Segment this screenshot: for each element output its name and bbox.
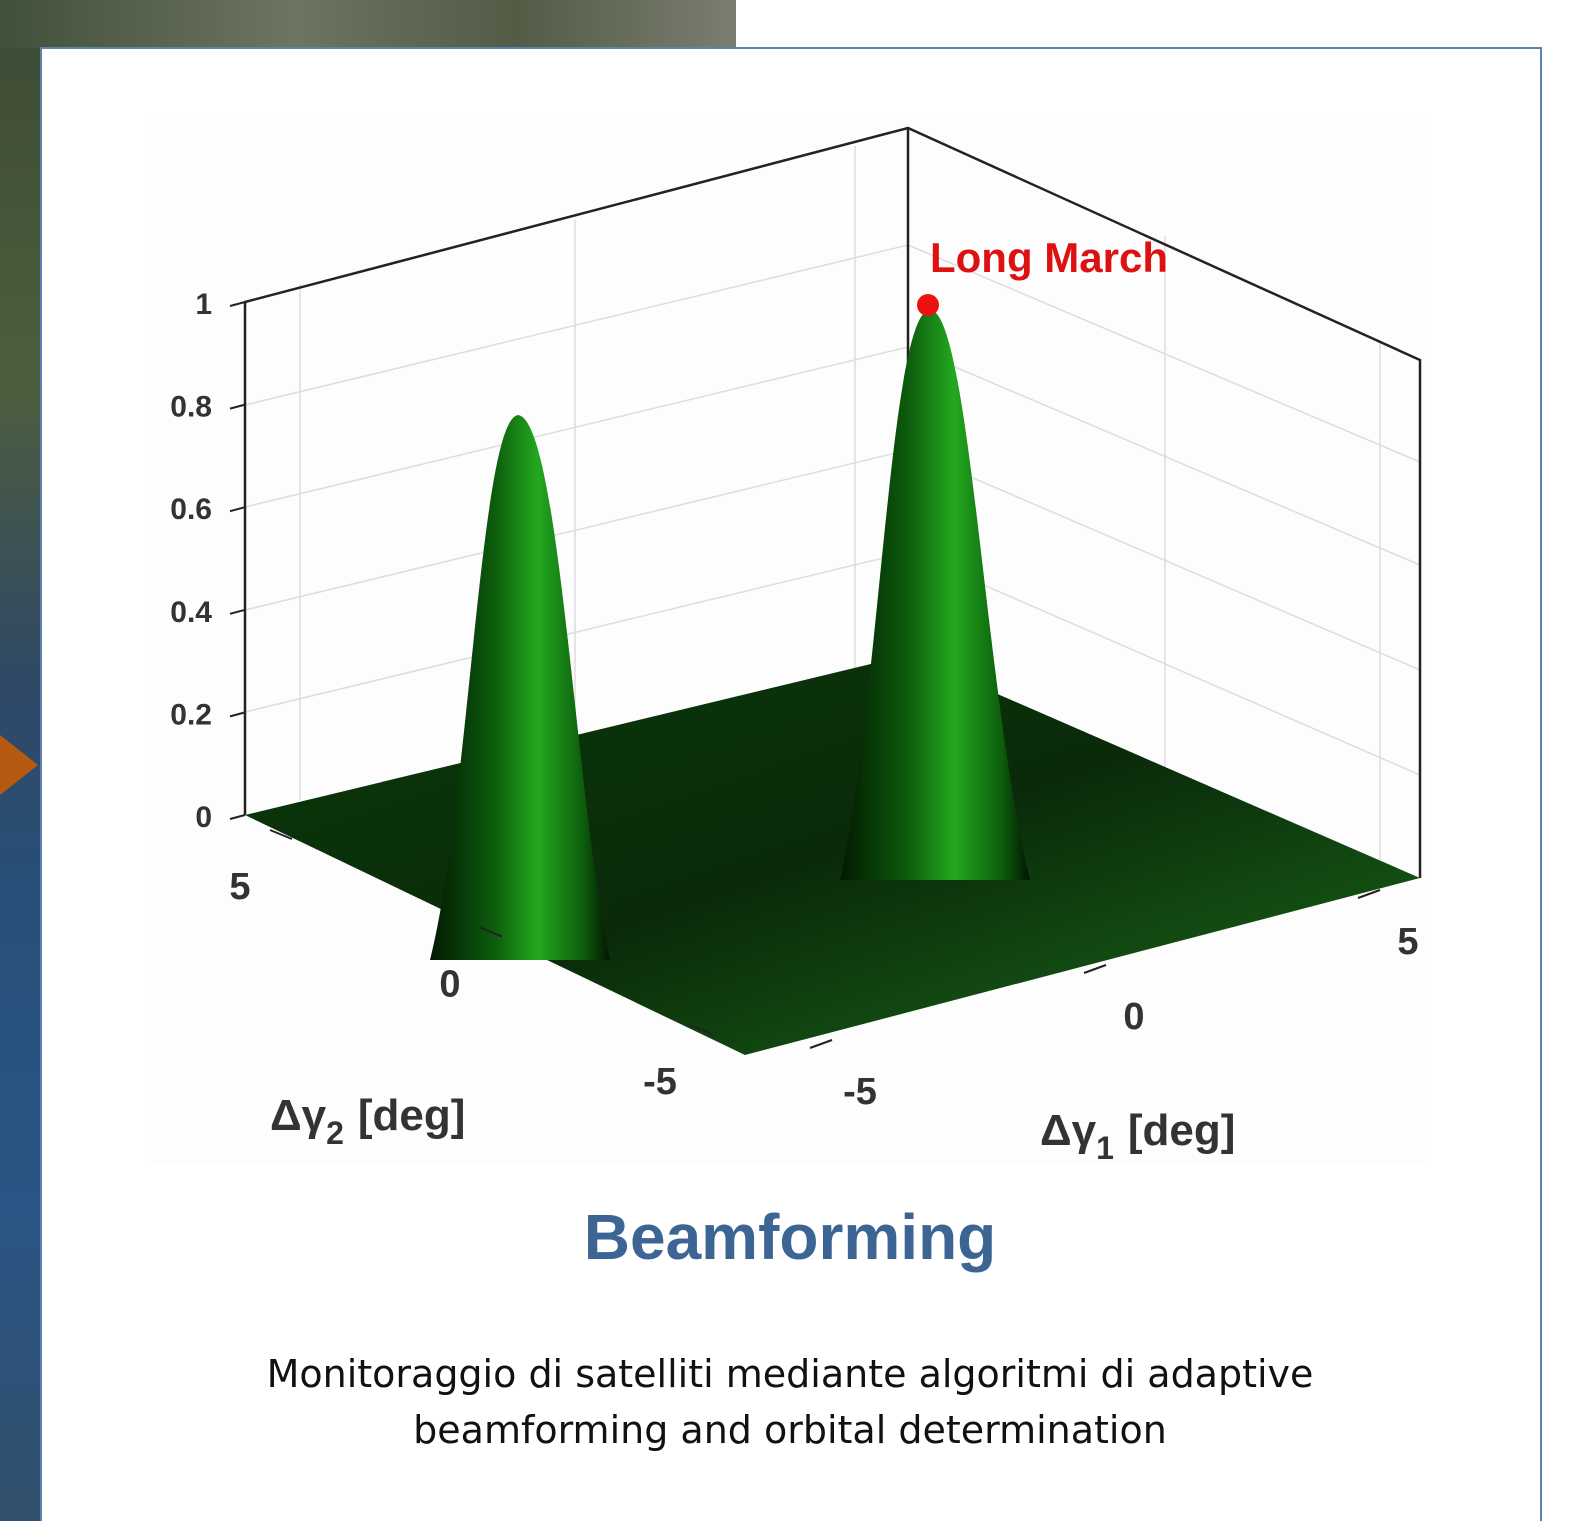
z-tick-label: 0.8 <box>170 391 212 424</box>
card-description: Monitoraggio di satelliti mediante algor… <box>40 1352 1540 1396</box>
y-tick-label: -5 <box>643 1061 677 1103</box>
card-description: beamforming and orbital determination <box>40 1408 1540 1452</box>
x-tick-label: 0 <box>1123 996 1144 1038</box>
z-tick-label: 1 <box>195 288 212 321</box>
axis-label-unit: [deg] <box>1128 1106 1236 1155</box>
z-tick-label: 0.6 <box>170 493 212 526</box>
x-tick-label: -5 <box>843 1071 877 1113</box>
z-tick-label: 0.4 <box>170 596 212 629</box>
annotation: Long March <box>930 234 1168 281</box>
figure: Long March Δγ2[deg] Δγ1[deg] 00.20.40.60… <box>0 0 1572 1521</box>
z-tick-label: 0 <box>195 801 212 834</box>
card-title: Beamforming <box>40 1200 1540 1274</box>
axis-label-unit: [deg] <box>358 1091 466 1140</box>
x-tick-label: 5 <box>1397 921 1418 963</box>
y-tick-label: 5 <box>229 866 250 908</box>
axis-label-subscript: 2 <box>326 1115 344 1151</box>
annotation-marker <box>917 294 939 316</box>
axis-label-symbol: Δγ <box>1040 1106 1097 1155</box>
y-tick-label: 0 <box>439 964 460 1006</box>
axis-label-subscript: 1 <box>1096 1130 1114 1166</box>
z-tick-label: 0.2 <box>170 698 212 731</box>
page: Long March Δγ2[deg] Δγ1[deg] 00.20.40.60… <box>0 0 1572 1521</box>
axis-label-symbol: Δγ <box>270 1091 327 1140</box>
